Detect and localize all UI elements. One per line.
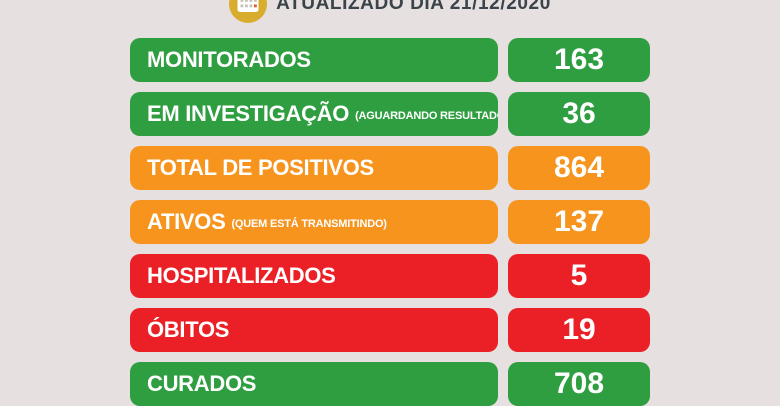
stat-value: 19 xyxy=(508,308,650,352)
stat-row-em-investigacao: EM INVESTIGAÇÃO (AGUARDANDO RESULTADO) 3… xyxy=(130,92,650,136)
stat-label: MONITORADOS xyxy=(147,47,311,72)
stat-row-ativos: ATIVOS (QUEM ESTÁ TRANSMITINDO) 137 xyxy=(130,200,650,244)
stat-value: 36 xyxy=(508,92,650,136)
stat-label-bar: HOSPITALIZADOS xyxy=(130,254,498,298)
stat-value: 864 xyxy=(508,146,650,190)
stat-value: 163 xyxy=(508,38,650,82)
stat-row-hospitalizados: HOSPITALIZADOS 5 xyxy=(130,254,650,298)
stat-label-bar: MONITORADOS xyxy=(130,38,498,82)
stat-label-note: (QUEM ESTÁ TRANSMITINDO) xyxy=(231,218,387,230)
stat-label-bar: ATIVOS (QUEM ESTÁ TRANSMITINDO) xyxy=(130,200,498,244)
stat-label: EM INVESTIGAÇÃO xyxy=(147,101,350,126)
updated-date-text: ATUALIZADO DIA 21/12/2020 xyxy=(276,0,551,14)
stat-label-bar: ÓBITOS xyxy=(130,308,498,352)
stat-label: ATIVOS xyxy=(147,209,226,234)
stat-label-bar: TOTAL DE POSITIVOS xyxy=(130,146,498,190)
stat-label: HOSPITALIZADOS xyxy=(147,263,336,288)
stat-label: TOTAL DE POSITIVOS xyxy=(147,155,374,180)
stat-value: 137 xyxy=(508,200,650,244)
stat-row-total-positivos: TOTAL DE POSITIVOS 864 xyxy=(130,146,650,190)
stat-label: CURADOS xyxy=(147,371,257,396)
stat-row-monitorados: MONITORADOS 163 xyxy=(130,38,650,82)
stat-row-obitos: ÓBITOS 19 xyxy=(130,308,650,352)
stat-value: 5 xyxy=(508,254,650,298)
stat-label-note: (AGUARDANDO RESULTADO) xyxy=(355,110,498,122)
header: ATUALIZADO DIA 21/12/2020 xyxy=(0,0,780,24)
stat-label-bar: EM INVESTIGAÇÃO (AGUARDANDO RESULTADO) xyxy=(130,92,498,136)
stat-label: ÓBITOS xyxy=(147,317,230,342)
stats-list: MONITORADOS 163 EM INVESTIGAÇÃO (AGUARDA… xyxy=(130,38,650,406)
calendar-icon xyxy=(229,0,268,23)
stat-row-curados: CURADOS 708 xyxy=(130,362,650,406)
stat-label-bar: CURADOS xyxy=(130,362,498,406)
stat-value: 708 xyxy=(508,362,650,406)
